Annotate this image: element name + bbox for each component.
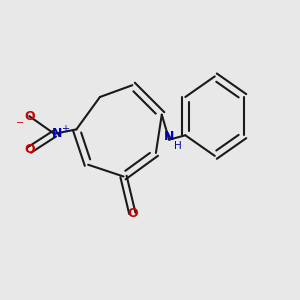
Text: N: N [164,130,174,143]
Text: N: N [52,127,62,140]
Text: O: O [127,207,138,220]
Text: +: + [61,124,70,134]
Text: −: − [16,118,25,128]
Text: O: O [24,110,34,123]
Text: H: H [173,141,181,151]
Text: O: O [24,143,34,157]
